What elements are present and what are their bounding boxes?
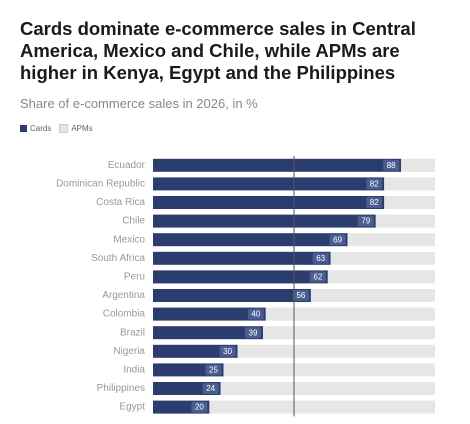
bar-segment	[209, 400, 435, 414]
value-badge	[309, 271, 326, 283]
value-badge	[205, 364, 222, 376]
y-tick-label: Colombia	[103, 309, 146, 320]
y-tick-label: Costa Rica	[96, 197, 145, 208]
y-tick-label: Peru	[124, 272, 145, 283]
value-badge	[329, 234, 346, 246]
y-tick-label: Chile	[122, 216, 145, 227]
bar-segment	[384, 196, 435, 209]
bar-segment	[153, 251, 331, 265]
legend-label: APMs	[71, 124, 93, 133]
data-label: 39	[249, 328, 258, 337]
value-badge	[366, 178, 383, 190]
chart-subtitle: Share of e-commerce sales in 2026, in %	[20, 96, 258, 111]
bar-segment	[153, 196, 385, 209]
value-badge	[383, 159, 400, 171]
data-label: 88	[387, 161, 396, 170]
data-label: 24	[206, 384, 215, 393]
value-badge	[312, 252, 329, 264]
bar-segment	[153, 344, 238, 358]
legend-swatch	[59, 124, 69, 133]
bar-segment	[262, 326, 435, 340]
bar-segment	[330, 251, 435, 265]
bar-segment	[153, 177, 385, 191]
y-tick-label: Dominican Republic	[56, 179, 145, 190]
legend: Cards APMs	[20, 124, 93, 133]
y-tick-label: South Africa	[91, 253, 145, 264]
bar-segment	[153, 307, 266, 321]
legend-item: Cards	[20, 124, 51, 133]
data-label: 82	[370, 180, 379, 189]
bar-segment	[153, 214, 376, 228]
data-label: 30	[223, 347, 232, 356]
value-badge	[366, 197, 383, 208]
data-label: 63	[316, 254, 325, 263]
y-tick-label: Argentina	[102, 290, 145, 301]
bar-segment	[153, 270, 328, 284]
value-badge	[219, 345, 236, 357]
value-badge	[247, 308, 264, 320]
data-label: 82	[370, 198, 379, 207]
bar-segment	[265, 307, 435, 321]
data-label: 20	[195, 403, 204, 412]
value-badge	[357, 215, 374, 227]
bar-segment	[327, 270, 435, 284]
bar-segment	[375, 214, 435, 228]
y-tick-label: Philippines	[97, 383, 145, 394]
bar-segment	[220, 382, 435, 395]
data-label: 62	[313, 273, 322, 282]
chart-title: Cards dominate e-commerce sales in Centr…	[20, 18, 416, 83]
bar-segment	[153, 326, 263, 340]
y-tick-label: Brazil	[120, 327, 145, 338]
y-tick-label: Egypt	[119, 402, 145, 413]
value-badge	[244, 327, 261, 339]
y-tick-label: Nigeria	[113, 346, 145, 357]
data-label: 25	[209, 366, 218, 375]
bar-segment	[153, 158, 402, 172]
bar-segment	[347, 233, 435, 247]
bar-segment	[223, 363, 435, 377]
legend-label: Cards	[30, 124, 52, 133]
data-label: 40	[251, 310, 260, 319]
data-label: 56	[296, 291, 305, 300]
bar-segment	[153, 289, 311, 302]
bar-segment	[237, 344, 435, 358]
bar-segment	[310, 289, 435, 302]
bar-segment	[384, 177, 435, 191]
y-tick-label: Ecuador	[108, 160, 146, 171]
y-tick-label: India	[123, 365, 145, 376]
legend-swatch	[20, 125, 27, 132]
legend-item: APMs	[59, 124, 93, 133]
y-tick-label: Mexico	[113, 234, 145, 245]
value-badge	[202, 383, 219, 394]
data-label: 79	[361, 217, 370, 226]
bar-segment	[153, 233, 348, 247]
bar-segment	[401, 158, 435, 172]
value-badge	[292, 290, 309, 301]
value-badge	[191, 401, 208, 413]
data-label: 69	[333, 235, 342, 244]
